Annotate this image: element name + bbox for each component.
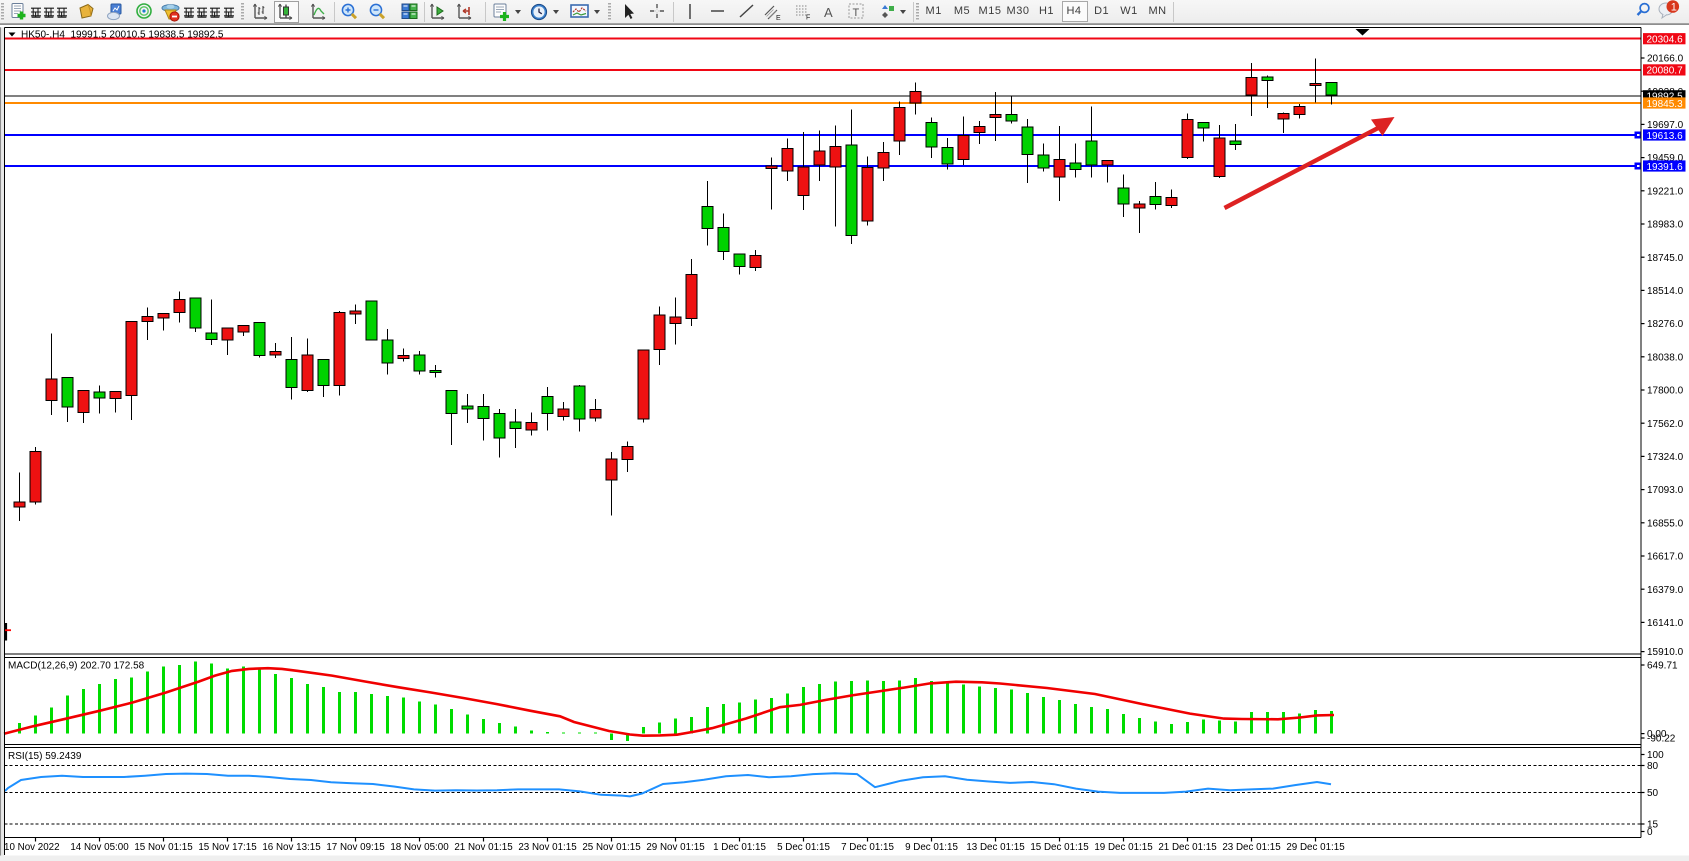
- svg-text:19391.6: 19391.6: [1647, 162, 1684, 173]
- svg-text:F: F: [806, 15, 810, 22]
- svg-text:29 Nov 01:15: 29 Nov 01:15: [646, 842, 705, 853]
- svg-text:15 Nov 17:15: 15 Nov 17:15: [198, 842, 257, 853]
- svg-text:17324.0: 17324.0: [1647, 452, 1684, 463]
- svg-text:17800.0: 17800.0: [1647, 386, 1684, 397]
- svg-text:A: A: [824, 5, 833, 20]
- svg-text:18983.0: 18983.0: [1647, 220, 1684, 231]
- svg-text:20166.0: 20166.0: [1647, 54, 1684, 65]
- svg-text:23 Dec 01:15: 23 Dec 01:15: [1222, 842, 1281, 853]
- svg-text:16141.0: 16141.0: [1647, 618, 1684, 629]
- svg-text:9 Dec 01:15: 9 Dec 01:15: [905, 842, 958, 853]
- svg-text:5 Dec 01:15: 5 Dec 01:15: [777, 842, 830, 853]
- svg-text:15: 15: [1647, 820, 1659, 831]
- svg-text:18514.0: 18514.0: [1647, 286, 1684, 297]
- svg-text:19845.3: 19845.3: [1647, 99, 1684, 110]
- svg-text:17093.0: 17093.0: [1647, 485, 1684, 496]
- svg-text:10 Nov 2022: 10 Nov 2022: [4, 842, 60, 853]
- svg-text:13 Dec 01:15: 13 Dec 01:15: [966, 842, 1025, 853]
- svg-text:15910.0: 15910.0: [1647, 647, 1684, 658]
- svg-text:-90.22: -90.22: [1647, 734, 1676, 745]
- svg-text:19892.5: 19892.5: [1647, 92, 1684, 103]
- svg-text:649.71: 649.71: [1647, 661, 1678, 672]
- svg-text:16379.0: 16379.0: [1647, 585, 1684, 596]
- svg-text:7 Dec 01:15: 7 Dec 01:15: [841, 842, 894, 853]
- svg-text:15 Dec 01:15: 15 Dec 01:15: [1030, 842, 1089, 853]
- svg-text:18038.0: 18038.0: [1647, 352, 1684, 363]
- svg-text:16 Nov 13:15: 16 Nov 13:15: [262, 842, 321, 853]
- svg-text:19697.0: 19697.0: [1647, 120, 1684, 131]
- svg-text:T: T: [853, 7, 860, 19]
- svg-text:0.00: 0.00: [1647, 729, 1667, 740]
- svg-text:17 Nov 09:15: 17 Nov 09:15: [326, 842, 385, 853]
- svg-text:20080.7: 20080.7: [1647, 66, 1684, 77]
- svg-text:19221.0: 19221.0: [1647, 186, 1684, 197]
- svg-text:RSI(15) 59.2439: RSI(15) 59.2439: [8, 751, 82, 762]
- svg-text:25 Nov 01:15: 25 Nov 01:15: [582, 842, 641, 853]
- svg-text:16855.0: 16855.0: [1647, 518, 1684, 529]
- svg-text:18 Nov 05:00: 18 Nov 05:00: [390, 842, 449, 853]
- svg-text:19613.6: 19613.6: [1647, 131, 1684, 142]
- svg-text:17562.0: 17562.0: [1647, 419, 1684, 430]
- svg-text:15 Nov 01:15: 15 Nov 01:15: [134, 842, 193, 853]
- svg-text:E: E: [776, 15, 781, 22]
- svg-text:100: 100: [1647, 750, 1664, 761]
- svg-text:29 Dec 01:15: 29 Dec 01:15: [1286, 842, 1345, 853]
- svg-text:21 Dec 01:15: 21 Dec 01:15: [1158, 842, 1217, 853]
- svg-text:20304.6: 20304.6: [1647, 35, 1684, 46]
- svg-text:18276.0: 18276.0: [1647, 319, 1684, 330]
- svg-text:1: 1: [1671, 2, 1677, 14]
- svg-text:80: 80: [1647, 761, 1659, 772]
- svg-text:0: 0: [1647, 827, 1653, 838]
- svg-text:1 Dec 01:15: 1 Dec 01:15: [713, 842, 766, 853]
- svg-text:18745.0: 18745.0: [1647, 253, 1684, 264]
- svg-text:MACD(12,26,9) 202.70 172.58: MACD(12,26,9) 202.70 172.58: [8, 661, 145, 672]
- svg-text:21 Nov 01:15: 21 Nov 01:15: [454, 842, 513, 853]
- svg-text:50: 50: [1647, 788, 1659, 799]
- svg-text:19 Dec 01:15: 19 Dec 01:15: [1094, 842, 1153, 853]
- svg-text:14 Nov 05:00: 14 Nov 05:00: [70, 842, 129, 853]
- svg-text:19459.0: 19459.0: [1647, 153, 1684, 164]
- svg-text:HK50-.H4 19991.5 20010.5 1983: HK50-.H4 19991.5 20010.5 19838.5 19892.5: [21, 30, 224, 41]
- svg-text:23 Nov 01:15: 23 Nov 01:15: [518, 842, 577, 853]
- svg-text:16617.0: 16617.0: [1647, 552, 1684, 563]
